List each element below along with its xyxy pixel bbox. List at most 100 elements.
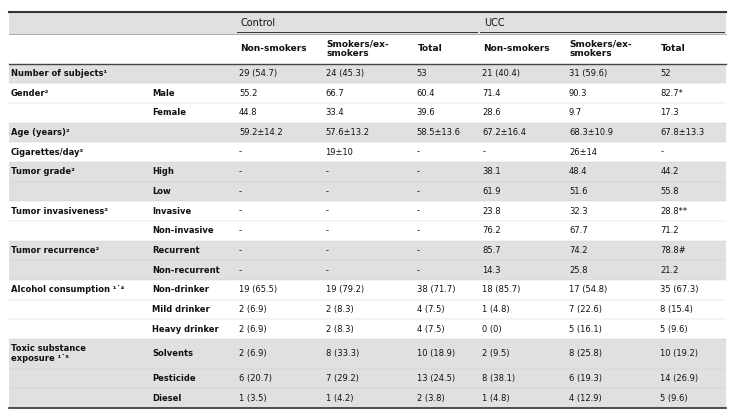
Text: 19 (79.2): 19 (79.2): [326, 286, 364, 294]
Text: -: -: [326, 167, 328, 176]
Text: -: -: [417, 167, 420, 176]
Text: 0 (0): 0 (0): [483, 325, 502, 334]
Text: 67.7: 67.7: [569, 226, 588, 235]
Text: UCC: UCC: [484, 18, 504, 28]
Text: Number of subjects¹: Number of subjects¹: [11, 69, 107, 78]
Bar: [9, 300, 726, 319]
Text: 1 (4.8): 1 (4.8): [483, 305, 510, 314]
Text: 57.6±13.2: 57.6±13.2: [326, 128, 369, 137]
Text: -: -: [239, 226, 242, 235]
Text: Total: Total: [418, 44, 442, 53]
Text: 78.8#: 78.8#: [660, 246, 686, 255]
Bar: [9, 63, 726, 83]
Text: 4 (7.5): 4 (7.5): [417, 325, 445, 334]
Text: Tumor grade²: Tumor grade²: [11, 167, 75, 176]
Text: Control: Control: [240, 18, 275, 28]
Bar: [9, 260, 726, 280]
Text: 10 (19.2): 10 (19.2): [660, 349, 698, 358]
Text: 19 (65.5): 19 (65.5): [239, 286, 277, 294]
Text: -: -: [326, 246, 328, 255]
Text: Pesticide: Pesticide: [153, 374, 196, 383]
Text: 71.2: 71.2: [660, 226, 679, 235]
Text: 53: 53: [417, 69, 427, 78]
Text: Female: Female: [153, 108, 186, 117]
Text: 23.8: 23.8: [483, 206, 501, 215]
Bar: [9, 221, 726, 241]
Text: 21 (40.4): 21 (40.4): [483, 69, 520, 78]
Text: 14 (26.9): 14 (26.9): [660, 374, 699, 383]
Text: 1 (4.8): 1 (4.8): [483, 393, 510, 403]
Text: -: -: [326, 206, 328, 215]
Text: 1 (4.2): 1 (4.2): [326, 393, 353, 403]
Text: -: -: [417, 206, 420, 215]
Text: Smokers/ex-
smokers: Smokers/ex- smokers: [569, 39, 632, 59]
Bar: [9, 162, 726, 182]
Text: Tumor recurrence²: Tumor recurrence²: [11, 246, 99, 255]
Text: High: High: [153, 167, 174, 176]
Text: 2 (6.9): 2 (6.9): [239, 305, 266, 314]
Text: Toxic substance
exposure ¹˙⁵: Toxic substance exposure ¹˙⁵: [11, 344, 86, 363]
Text: -: -: [326, 226, 328, 235]
Bar: [9, 12, 726, 34]
Text: Non-drinker: Non-drinker: [153, 286, 210, 294]
Text: 2 (8.3): 2 (8.3): [326, 305, 353, 314]
Bar: [9, 388, 726, 408]
Text: Diesel: Diesel: [153, 393, 182, 403]
Text: 6 (20.7): 6 (20.7): [239, 374, 272, 383]
Text: 8 (38.1): 8 (38.1): [483, 374, 515, 383]
Text: 24 (45.3): 24 (45.3): [326, 69, 364, 78]
Text: Non-smokers: Non-smokers: [483, 44, 550, 53]
Text: Low: Low: [153, 187, 171, 196]
Text: Recurrent: Recurrent: [153, 246, 200, 255]
Text: Heavy drinker: Heavy drinker: [153, 325, 219, 334]
Text: 5 (9.6): 5 (9.6): [660, 325, 688, 334]
Text: -: -: [239, 246, 242, 255]
Bar: [9, 319, 726, 339]
Text: Male: Male: [153, 89, 175, 98]
Text: 5 (9.6): 5 (9.6): [660, 393, 688, 403]
Text: Smokers/ex-
smokers: Smokers/ex- smokers: [326, 39, 389, 59]
Text: 71.4: 71.4: [483, 89, 501, 98]
Text: -: -: [417, 226, 420, 235]
Text: 31 (59.6): 31 (59.6): [569, 69, 607, 78]
Text: 67.2±16.4: 67.2±16.4: [483, 128, 526, 137]
Bar: [9, 280, 726, 300]
Text: 2 (8.3): 2 (8.3): [326, 325, 353, 334]
Text: 35 (67.3): 35 (67.3): [660, 286, 699, 294]
Text: 59.2±14.2: 59.2±14.2: [239, 128, 283, 137]
Text: 90.3: 90.3: [569, 89, 588, 98]
Text: 38 (71.7): 38 (71.7): [417, 286, 456, 294]
Text: 17.3: 17.3: [660, 108, 679, 117]
Text: 1 (3.5): 1 (3.5): [239, 393, 266, 403]
Text: Age (years)²: Age (years)²: [11, 128, 69, 137]
Text: 44.2: 44.2: [660, 167, 678, 176]
Text: 8 (33.3): 8 (33.3): [326, 349, 358, 358]
Text: 25.8: 25.8: [569, 266, 588, 275]
Text: 18 (85.7): 18 (85.7): [483, 286, 520, 294]
Text: Invasive: Invasive: [153, 206, 191, 215]
Text: -: -: [660, 147, 663, 157]
Text: 38.1: 38.1: [483, 167, 501, 176]
Text: 8 (15.4): 8 (15.4): [660, 305, 693, 314]
Text: 17 (54.8): 17 (54.8): [569, 286, 607, 294]
Text: -: -: [417, 246, 420, 255]
Bar: [9, 103, 726, 122]
Text: 9.7: 9.7: [569, 108, 583, 117]
Bar: [9, 142, 726, 162]
Text: Non-recurrent: Non-recurrent: [153, 266, 220, 275]
Text: 10 (18.9): 10 (18.9): [417, 349, 455, 358]
Text: 19±10: 19±10: [326, 147, 353, 157]
Text: 66.7: 66.7: [326, 89, 345, 98]
Text: 48.4: 48.4: [569, 167, 588, 176]
Text: 21.2: 21.2: [660, 266, 678, 275]
Text: 14.3: 14.3: [483, 266, 501, 275]
Text: 44.8: 44.8: [239, 108, 258, 117]
Text: 82.7*: 82.7*: [660, 89, 683, 98]
Text: -: -: [239, 187, 242, 196]
Text: 60.4: 60.4: [417, 89, 435, 98]
Text: 2 (6.9): 2 (6.9): [239, 325, 266, 334]
Text: 61.9: 61.9: [483, 187, 501, 196]
Text: Cigarettes/day³: Cigarettes/day³: [11, 147, 84, 157]
Text: 55.8: 55.8: [660, 187, 679, 196]
Bar: [9, 182, 726, 201]
